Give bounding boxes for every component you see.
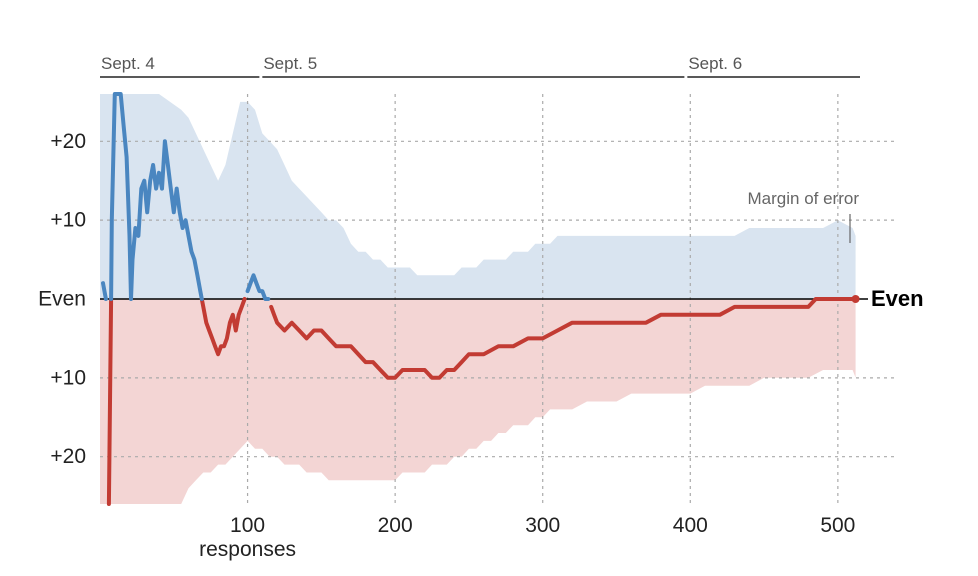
annotations: Margin of error Even <box>748 189 924 311</box>
lead-line-blue-segment <box>101 281 108 301</box>
axis-labels: +20 +10 Even +10 +20 100 200 300 400 500 responses <box>38 130 855 561</box>
line-end-marker <box>851 295 860 303</box>
x-tick-label: 200 <box>378 514 413 537</box>
x-tick-label: 100 <box>230 514 265 537</box>
date-segment-label: Sept. 5 <box>263 54 317 73</box>
x-tick-label: 400 <box>673 514 708 537</box>
y-tick-label: +10 <box>50 366 86 389</box>
margin-of-error-bands <box>100 94 856 504</box>
x-axis-title: responses <box>199 538 296 561</box>
y-tick-label: +20 <box>50 445 86 468</box>
y-tick-label: +10 <box>50 209 86 232</box>
date-segment-label: Sept. 4 <box>101 54 155 73</box>
y-tick-label-even: Even <box>38 288 86 311</box>
lower-margin-band <box>100 299 856 504</box>
margin-of-error-label: Margin of error <box>748 189 860 208</box>
x-tick-label: 500 <box>820 514 855 537</box>
date-segments: Sept. 4 Sept. 5 Sept. 6 <box>100 54 860 78</box>
lead-line-blue-segment <box>245 273 271 301</box>
lead-line-red-segment <box>269 297 858 380</box>
lead-line-red-segment <box>106 297 114 506</box>
lead-line-red-segment <box>199 297 247 357</box>
y-tick-label: +20 <box>50 130 86 153</box>
upper-margin-band <box>100 94 856 299</box>
margin-lines <box>101 92 860 506</box>
x-tick-label: 300 <box>525 514 560 537</box>
lead-line-blue-segment <box>109 92 204 301</box>
end-label-even: Even <box>871 286 924 311</box>
date-segment-label: Sept. 6 <box>688 54 742 73</box>
